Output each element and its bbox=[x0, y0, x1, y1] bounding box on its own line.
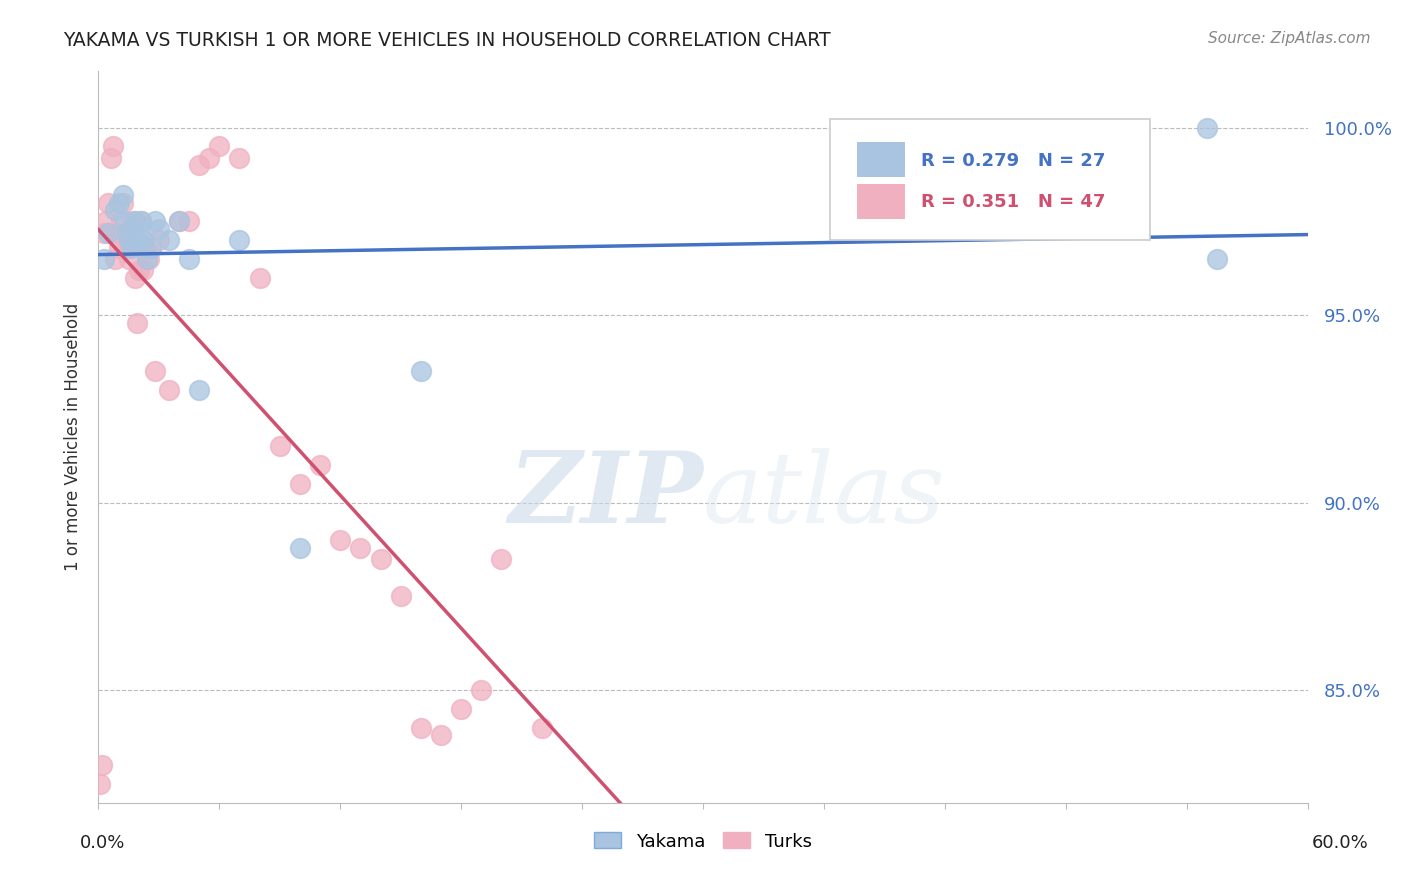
Point bbox=[139, 241, 162, 255]
Point bbox=[121, 214, 143, 228]
Point bbox=[349, 541, 371, 555]
Point bbox=[188, 158, 211, 172]
Point bbox=[269, 440, 291, 454]
Point bbox=[409, 364, 432, 378]
Point bbox=[128, 263, 150, 277]
Point bbox=[89, 777, 111, 791]
FancyBboxPatch shape bbox=[830, 119, 1150, 240]
Text: Source: ZipAtlas.com: Source: ZipAtlas.com bbox=[1208, 31, 1371, 46]
Point bbox=[157, 233, 180, 247]
Point bbox=[228, 151, 250, 165]
Point bbox=[97, 195, 120, 210]
Point bbox=[167, 214, 190, 228]
Point bbox=[129, 214, 152, 228]
Text: R = 0.279   N = 27: R = 0.279 N = 27 bbox=[921, 152, 1105, 169]
FancyBboxPatch shape bbox=[856, 184, 905, 219]
Point bbox=[115, 241, 138, 255]
Point bbox=[114, 214, 136, 228]
Y-axis label: 1 or more Vehicles in Household: 1 or more Vehicles in Household bbox=[63, 303, 82, 571]
Point bbox=[179, 214, 201, 228]
Point bbox=[1206, 252, 1229, 266]
Text: YAKAMA VS TURKISH 1 OR MORE VEHICLES IN HOUSEHOLD CORRELATION CHART: YAKAMA VS TURKISH 1 OR MORE VEHICLES IN … bbox=[63, 31, 831, 50]
Point bbox=[157, 383, 180, 397]
Point bbox=[125, 316, 148, 330]
Point bbox=[124, 214, 146, 228]
Point bbox=[107, 195, 129, 210]
Point bbox=[124, 270, 146, 285]
Point bbox=[188, 383, 211, 397]
Point bbox=[370, 552, 392, 566]
Point bbox=[91, 758, 114, 772]
Point bbox=[103, 252, 125, 266]
Point bbox=[110, 214, 132, 228]
Point bbox=[111, 195, 134, 210]
Text: 60.0%: 60.0% bbox=[1312, 834, 1368, 852]
Point bbox=[208, 139, 231, 153]
Point bbox=[470, 683, 492, 698]
Point bbox=[93, 226, 115, 240]
Point bbox=[409, 721, 432, 735]
Point bbox=[132, 233, 155, 247]
Point bbox=[96, 214, 118, 228]
Point bbox=[329, 533, 352, 548]
Text: R = 0.351   N = 47: R = 0.351 N = 47 bbox=[921, 193, 1105, 211]
Point bbox=[143, 214, 166, 228]
Point bbox=[118, 233, 141, 247]
Point bbox=[120, 233, 142, 247]
Point bbox=[288, 541, 311, 555]
Point bbox=[430, 728, 453, 742]
Legend: Yakama, Turks: Yakama, Turks bbox=[585, 823, 821, 860]
Point bbox=[198, 151, 221, 165]
Point bbox=[120, 241, 142, 255]
Point bbox=[167, 214, 190, 228]
Point bbox=[491, 552, 513, 566]
Point bbox=[125, 233, 148, 247]
Point bbox=[179, 252, 201, 266]
Point bbox=[114, 233, 136, 247]
Point bbox=[148, 222, 170, 236]
Point bbox=[103, 203, 125, 218]
Point bbox=[93, 252, 115, 266]
Point bbox=[389, 590, 412, 604]
Text: ZIP: ZIP bbox=[508, 448, 703, 544]
Point bbox=[138, 252, 160, 266]
Point bbox=[1195, 120, 1218, 135]
Point bbox=[105, 226, 128, 240]
Point bbox=[100, 151, 122, 165]
Text: 0.0%: 0.0% bbox=[80, 834, 125, 852]
Point bbox=[97, 226, 120, 240]
Point bbox=[309, 458, 332, 473]
Point bbox=[129, 214, 152, 228]
Point bbox=[118, 252, 141, 266]
Point bbox=[530, 721, 553, 735]
Point bbox=[111, 188, 134, 202]
Point bbox=[228, 233, 250, 247]
Point bbox=[288, 477, 311, 491]
Point bbox=[128, 226, 150, 240]
Point bbox=[143, 364, 166, 378]
Point bbox=[107, 241, 129, 255]
Point bbox=[132, 263, 155, 277]
Point bbox=[134, 241, 156, 255]
FancyBboxPatch shape bbox=[856, 143, 905, 178]
Text: atlas: atlas bbox=[703, 448, 946, 543]
Point bbox=[249, 270, 271, 285]
Point bbox=[450, 702, 472, 716]
Point bbox=[115, 226, 138, 240]
Point bbox=[148, 233, 170, 247]
Point bbox=[101, 139, 124, 153]
Point bbox=[135, 252, 157, 266]
